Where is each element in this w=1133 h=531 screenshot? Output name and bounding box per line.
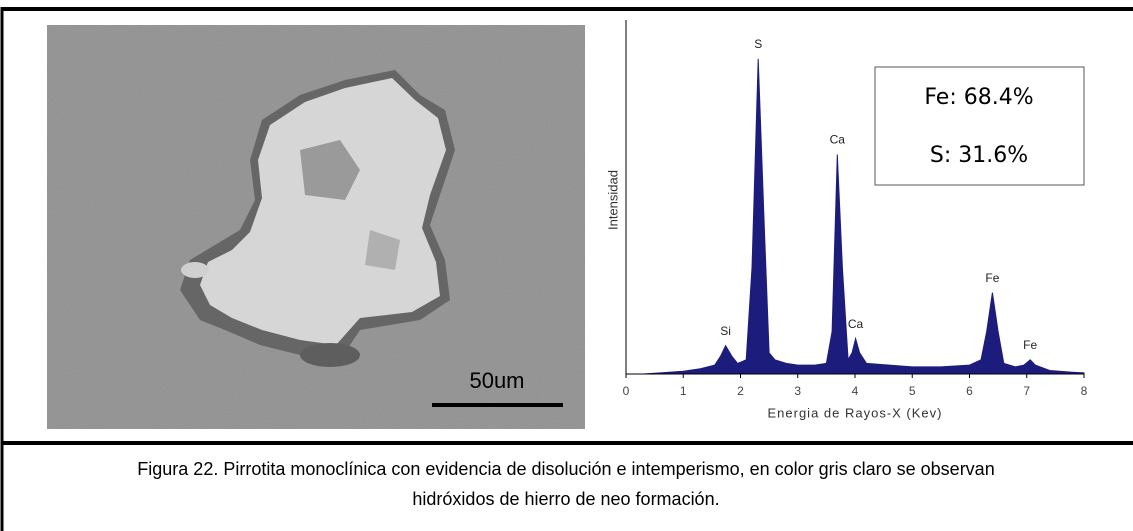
peak-label: Ca [830,133,846,147]
peak-label: Fe [985,271,999,285]
caption-line: Figura 22. Pirrotita monoclínica con evi… [137,459,994,479]
composition-label: Fe: 68.4% [924,85,1033,110]
x-tick-label: 6 [966,384,973,398]
figure: 50um 0 1 2 3 4 5 6 7 8 Energia de Rayos-X (Kev) In… [0,0,1133,531]
x-tick-label: 4 [852,384,859,398]
x-tick-label: 8 [1081,384,1088,398]
x-tick-label: 7 [1023,384,1030,398]
figure-page: 50um 0 1 2 3 4 5 6 7 8 Energia de Rayos-X (Kev) In… [0,0,1133,531]
x-tick-label: 1 [680,384,687,398]
composition-label: S: 31.6% [930,143,1028,168]
caption-line: hidróxidos de hierro de neo formación. [412,489,719,509]
peak-label: Fe [1023,338,1037,352]
x-tick-label: 0 [623,384,630,398]
peak-label: S [754,37,762,51]
scale-label: 50um [469,368,524,393]
y-axis-label: Intensidad [605,170,620,230]
peak-label: Si [720,324,731,338]
peak-label: Ca [848,317,864,331]
x-axis-label: Energia de Rayos-X (Kev) [767,405,942,420]
x-tick-label: 5 [909,384,916,398]
x-tick-label: 2 [737,384,744,398]
x-tick-label: 3 [794,384,801,398]
